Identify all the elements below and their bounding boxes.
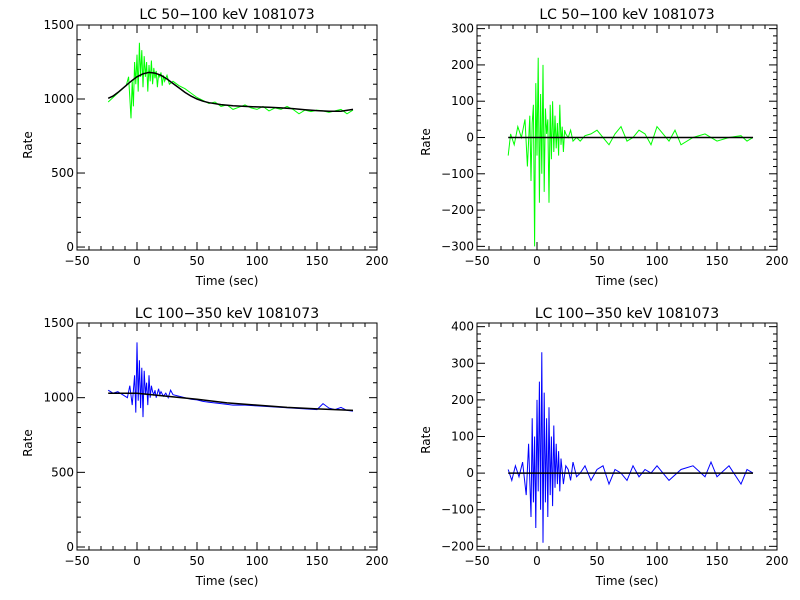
y-tick-label: −200 xyxy=(441,203,474,217)
y-tick-label: 0 xyxy=(466,131,474,145)
y-tick-label: −200 xyxy=(441,539,474,553)
y-tick-label: 1500 xyxy=(43,316,74,330)
panel-bottom-right: LC 100−350 keV 1081073 Time (sec) Rate −… xyxy=(419,306,788,588)
data-line xyxy=(507,57,754,247)
y-tick-label: 0 xyxy=(466,466,474,480)
y-tick-label: 0 xyxy=(66,240,74,254)
y-tick-label: 100 xyxy=(451,430,474,444)
x-tick-label: 100 xyxy=(646,554,669,568)
x-tick-label: 150 xyxy=(706,554,729,568)
y-tick-label: 500 xyxy=(51,166,74,180)
plot-frame xyxy=(476,322,778,551)
x-tick-label: 0 xyxy=(133,254,141,268)
x-tick-label: 100 xyxy=(246,554,269,568)
x-tick-label: 50 xyxy=(589,554,604,568)
data-line xyxy=(107,342,354,418)
y-tick-label: 300 xyxy=(451,356,474,370)
y-tick-label: 0 xyxy=(66,540,74,554)
y-tick-label: 400 xyxy=(451,320,474,334)
panel-title: LC 100−350 keV 1081073 xyxy=(535,306,719,322)
x-tick-label: 0 xyxy=(533,254,541,268)
y-tick-label: −100 xyxy=(441,503,474,517)
data-line xyxy=(107,42,354,119)
x-tick-label: 50 xyxy=(589,254,604,268)
y-tick-label: 200 xyxy=(451,58,474,72)
x-tick-label: 100 xyxy=(646,254,669,268)
y-axis-label: Rate xyxy=(21,429,35,457)
panel-title: LC 100−350 keV 1081073 xyxy=(135,306,319,322)
y-tick-label: 300 xyxy=(451,22,474,36)
y-tick-label: 1000 xyxy=(43,92,74,106)
x-tick-label: 100 xyxy=(246,254,269,268)
x-tick-label: 50 xyxy=(189,254,204,268)
x-axis-label: Time (sec) xyxy=(195,274,259,288)
fit-line xyxy=(108,392,354,412)
panel-title: LC 50−100 keV 1081073 xyxy=(539,7,714,23)
x-tick-label: 0 xyxy=(533,554,541,568)
y-axis-label: Rate xyxy=(21,131,35,159)
y-axis-label: Rate xyxy=(419,426,433,454)
y-tick-label: 1000 xyxy=(43,391,74,405)
y-axis-label: Rate xyxy=(419,128,433,156)
y-tick-label: 100 xyxy=(451,94,474,108)
data-line xyxy=(507,352,754,543)
x-axis-label: Time (sec) xyxy=(595,274,659,288)
y-tick-label: −300 xyxy=(441,239,474,253)
x-tick-label: 150 xyxy=(306,254,329,268)
panel-title: LC 50−100 keV 1081073 xyxy=(139,7,314,23)
fit-line xyxy=(107,71,354,112)
x-tick-label: 200 xyxy=(366,254,389,268)
x-axis-label: Time (sec) xyxy=(595,574,659,588)
panel-top-right: LC 50−100 keV 1081073 Time (sec) Rate −5… xyxy=(419,7,788,288)
y-tick-label: 500 xyxy=(51,465,74,479)
panel-top-left: LC 50−100 keV 1081073 Time (sec) Rate −5… xyxy=(21,7,388,288)
y-tick-label: 200 xyxy=(451,393,474,407)
x-tick-label: −50 xyxy=(464,254,489,268)
x-tick-label: 150 xyxy=(706,254,729,268)
panel-bottom-left: LC 100−350 keV 1081073 Time (sec) Rate −… xyxy=(21,306,388,588)
x-axis-label: Time (sec) xyxy=(195,574,259,588)
x-tick-label: −50 xyxy=(464,554,489,568)
y-tick-label: 1500 xyxy=(43,18,74,32)
x-tick-label: −50 xyxy=(64,554,89,568)
plot-frame xyxy=(76,322,378,551)
x-tick-label: 200 xyxy=(366,554,389,568)
y-tick-label: −100 xyxy=(441,167,474,181)
x-tick-label: −50 xyxy=(64,254,89,268)
x-tick-label: 50 xyxy=(189,554,204,568)
x-tick-label: 150 xyxy=(306,554,329,568)
x-tick-label: 200 xyxy=(766,554,789,568)
x-tick-label: 200 xyxy=(766,254,789,268)
plot-frame xyxy=(76,24,378,251)
x-tick-label: 0 xyxy=(133,554,141,568)
